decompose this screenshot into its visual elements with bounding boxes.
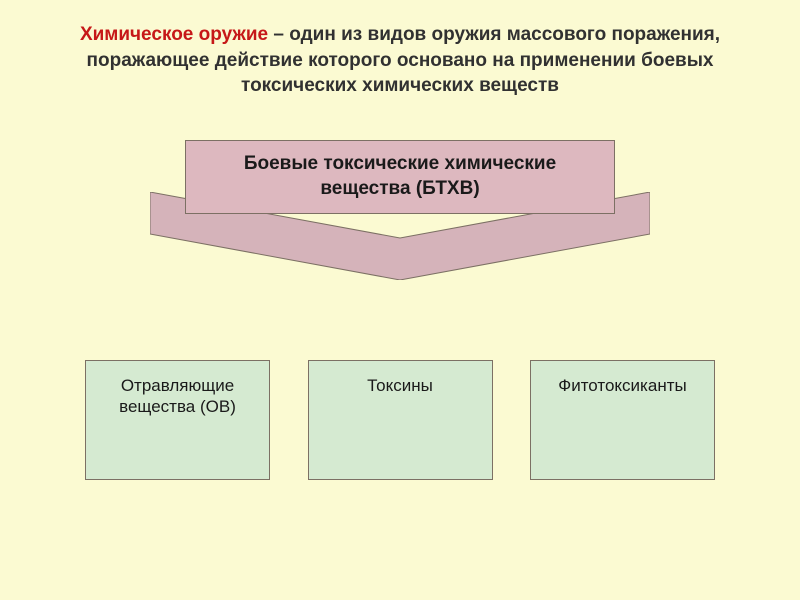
top-block: Боевые токсические химические вещества (… bbox=[150, 140, 650, 280]
parent-box: Боевые токсические химические вещества (… bbox=[185, 140, 615, 214]
child-box-label: Отравляющие вещества (ОВ) bbox=[119, 376, 236, 416]
child-box: Отравляющие вещества (ОВ) bbox=[85, 360, 270, 480]
page-title: Химическое оружие – один из видов оружия… bbox=[50, 22, 750, 99]
parent-box-label: Боевые токсические химические вещества (… bbox=[206, 152, 594, 201]
title-emphasis: Химическое оружие bbox=[80, 24, 268, 45]
child-box: Токсины bbox=[308, 360, 493, 480]
child-box-label: Фитотоксиканты bbox=[558, 376, 686, 395]
children-row: Отравляющие вещества (ОВ) Токсины Фитото… bbox=[85, 360, 715, 480]
child-box-label: Токсины bbox=[367, 376, 433, 395]
child-box: Фитотоксиканты bbox=[530, 360, 715, 480]
